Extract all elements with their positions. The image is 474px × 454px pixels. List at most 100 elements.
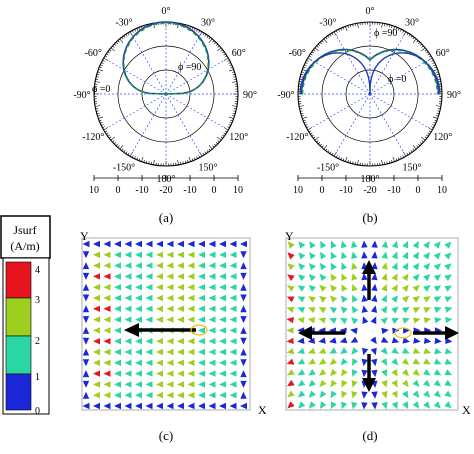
vector-arrow xyxy=(103,305,111,312)
vector-arrow xyxy=(308,390,316,398)
polar-tick xyxy=(148,161,150,164)
vector-arrow xyxy=(318,358,327,365)
vector-arrow xyxy=(219,348,226,356)
radial-axis-label: 0 xyxy=(212,185,217,196)
polar-tick xyxy=(432,116,438,119)
polar-tick xyxy=(196,29,198,32)
polar-tick xyxy=(427,132,430,135)
polar-tick xyxy=(119,145,124,150)
vector-arrow xyxy=(208,262,216,269)
vector-arrow xyxy=(82,240,90,248)
vector-arrow xyxy=(219,327,226,334)
vector-arrow xyxy=(381,294,387,303)
vector-arrow xyxy=(229,262,237,269)
vector-arrow xyxy=(93,305,100,312)
vector-arrow xyxy=(361,305,368,313)
vector-arrow xyxy=(341,284,348,292)
polar-spoke xyxy=(129,31,167,95)
current-direction-arrow-right-d xyxy=(413,326,459,340)
colorbar-band-red xyxy=(5,261,32,299)
vector-arrow xyxy=(177,240,184,248)
polar-ring xyxy=(345,69,395,119)
vector-arrow xyxy=(240,348,247,356)
vector-arrow xyxy=(240,402,247,410)
polar-tick xyxy=(208,145,213,150)
polar-tick xyxy=(115,41,118,45)
vector-arrow xyxy=(103,284,111,291)
vector-arrow xyxy=(240,283,247,291)
vector-arrow xyxy=(297,337,305,344)
vector-arrow xyxy=(444,369,453,376)
polar-tick xyxy=(300,73,304,76)
vector-arrow xyxy=(219,273,226,280)
polar-tick xyxy=(357,23,359,29)
vector-arrow xyxy=(156,381,163,388)
polar-angle-label: 120° xyxy=(433,132,452,143)
vector-arrow xyxy=(351,240,358,248)
vector-arrow xyxy=(319,295,327,303)
polar-tick xyxy=(95,78,99,80)
vector-arrow xyxy=(307,347,316,354)
polar-tick xyxy=(222,51,225,54)
vector-arrow xyxy=(298,390,306,398)
vector-arrow xyxy=(124,359,132,366)
vector-plot-c-frame xyxy=(81,237,251,411)
vector-arrow xyxy=(412,401,420,409)
vector-arrow xyxy=(166,381,174,388)
vector-arrow xyxy=(135,262,142,269)
vector-arrow xyxy=(135,294,142,302)
vector-arrow xyxy=(198,240,205,248)
polar-spoke xyxy=(369,31,407,95)
polar-tick xyxy=(319,143,322,147)
vector-arrow xyxy=(219,392,226,399)
polar-tick xyxy=(231,105,237,107)
polar-tick xyxy=(104,55,108,58)
vector-arrow xyxy=(297,369,306,376)
vector-arrow xyxy=(330,273,337,282)
polar-tick xyxy=(310,132,313,135)
polar-tick xyxy=(303,119,306,122)
vector-arrow xyxy=(240,326,247,334)
polar-angle-label: -150° xyxy=(113,163,135,174)
vector-arrow xyxy=(240,337,247,345)
vector-arrow xyxy=(229,251,237,258)
vector-arrow xyxy=(187,381,195,388)
vector-arrow xyxy=(208,381,216,388)
vector-arrow xyxy=(166,240,174,248)
polar-tick xyxy=(217,45,220,48)
vector-arrow xyxy=(145,284,153,291)
vector-arrow xyxy=(114,294,121,302)
polar-tick xyxy=(308,130,312,133)
vector-arrow xyxy=(208,402,216,410)
polar-tick xyxy=(391,160,393,163)
vector-arrow xyxy=(208,327,216,334)
vector-arrow xyxy=(219,381,226,388)
vector-arrow xyxy=(114,381,121,388)
panel-label-a: (a) xyxy=(159,210,173,225)
polar-plot-a: 0°30°60°90°120°150°180°-150°-120°-90°-60… xyxy=(73,6,257,196)
vector-arrow xyxy=(391,347,399,354)
vector-arrow xyxy=(330,240,337,249)
polar-tick xyxy=(308,55,312,58)
polar-tick xyxy=(106,132,109,135)
vector-arrow xyxy=(433,401,441,409)
vector-arrow xyxy=(166,251,174,258)
polar-tick xyxy=(228,124,231,126)
vector-arrow xyxy=(433,274,442,282)
polar-tick xyxy=(143,160,145,163)
polar-tick xyxy=(138,27,141,30)
vector-arrow xyxy=(124,370,132,377)
vector-arrow xyxy=(402,337,410,344)
vector-arrow xyxy=(351,380,358,388)
vector-arrow xyxy=(156,294,163,302)
vector-arrow xyxy=(93,402,100,410)
vector-arrow xyxy=(340,240,348,249)
polar-tick xyxy=(125,34,128,37)
vector-arrow xyxy=(444,306,453,313)
radial-axis-label: 0 xyxy=(416,185,421,196)
vector-arrow xyxy=(361,391,368,399)
polar-tick xyxy=(412,38,417,43)
polar-tick xyxy=(224,130,228,133)
vector-arrow xyxy=(93,316,100,323)
vector-arrow xyxy=(93,381,100,388)
